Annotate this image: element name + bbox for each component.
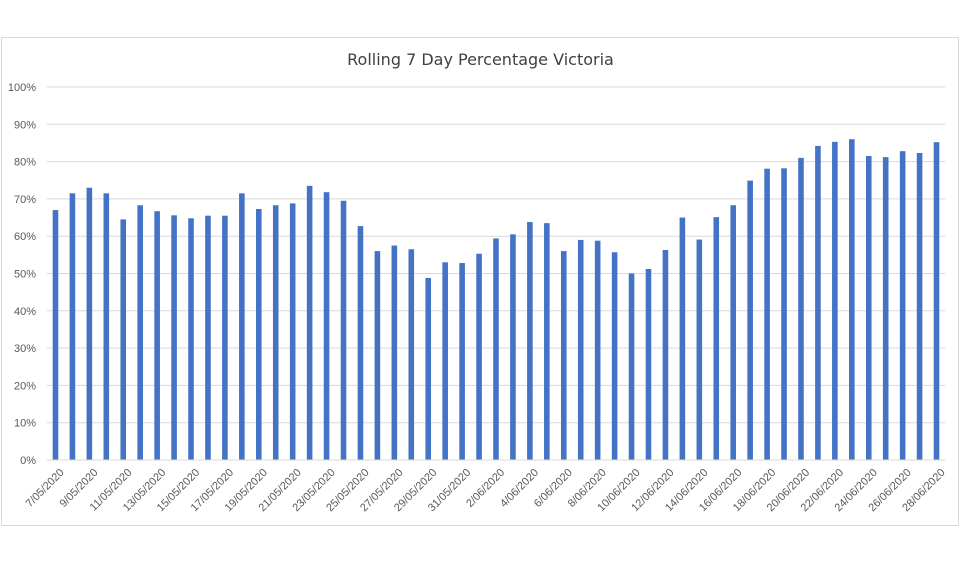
y-tick-label: 20% — [14, 380, 36, 392]
bar — [560, 251, 567, 460]
y-tick-label: 100% — [8, 82, 36, 94]
bar — [171, 215, 177, 460]
bar — [713, 217, 720, 460]
bar — [493, 238, 499, 460]
bar — [476, 253, 482, 460]
bar — [510, 234, 516, 460]
bar — [120, 219, 127, 460]
bar — [69, 193, 76, 460]
y-tick-label: 10% — [14, 418, 36, 430]
y-tick-label: 80% — [14, 157, 36, 169]
bars — [52, 139, 940, 460]
bar — [798, 157, 804, 460]
bar — [256, 208, 262, 460]
bar — [730, 205, 736, 460]
bar — [527, 222, 533, 460]
y-tick-label: 30% — [14, 343, 36, 355]
y-tick-label: 40% — [14, 306, 36, 318]
bar — [849, 139, 855, 460]
bar — [239, 193, 245, 460]
bar — [832, 141, 838, 460]
x-axis-tick-labels: 7/05/20209/05/202011/05/202013/05/202015… — [24, 467, 948, 514]
bar — [933, 142, 940, 460]
bar — [272, 205, 279, 460]
bar — [815, 145, 821, 460]
bar — [544, 223, 550, 460]
chart-title: Rolling 7 Day Percentage Victoria — [347, 50, 614, 69]
bar — [340, 200, 347, 460]
y-tick-label: 50% — [14, 269, 36, 281]
bar — [188, 218, 194, 460]
bar — [882, 157, 889, 460]
bar — [662, 250, 669, 460]
bar — [865, 156, 872, 460]
bar — [764, 168, 770, 460]
y-axis-tick-labels: 0% 10% 20% 30% 40% 50% 60% 70% 80% 90% 100% — [8, 82, 36, 467]
bar — [628, 273, 635, 460]
bar — [781, 168, 787, 460]
y-tick-label: 70% — [14, 194, 36, 206]
bar — [611, 252, 618, 460]
bar — [696, 239, 703, 460]
bar — [442, 262, 448, 460]
bar — [306, 185, 313, 460]
bar — [594, 240, 601, 460]
bar — [103, 193, 110, 460]
bar — [916, 153, 923, 460]
bar — [577, 239, 584, 460]
bar — [899, 151, 906, 460]
bar — [747, 180, 753, 460]
bar — [679, 217, 686, 460]
bar — [459, 263, 465, 460]
bar — [323, 192, 330, 460]
bar — [374, 251, 381, 460]
y-tick-label: 60% — [14, 231, 36, 243]
y-tick-label: 90% — [14, 119, 36, 131]
bar — [357, 226, 364, 460]
bar — [425, 277, 432, 460]
bar — [86, 187, 93, 460]
bar — [645, 269, 652, 460]
bar — [408, 249, 415, 460]
bar — [391, 245, 398, 460]
bar — [52, 210, 59, 460]
bar — [137, 205, 143, 460]
y-tick-label: 0% — [20, 455, 36, 467]
bar — [222, 215, 228, 460]
bar — [289, 203, 296, 460]
bar — [205, 215, 211, 460]
bar — [154, 211, 160, 460]
